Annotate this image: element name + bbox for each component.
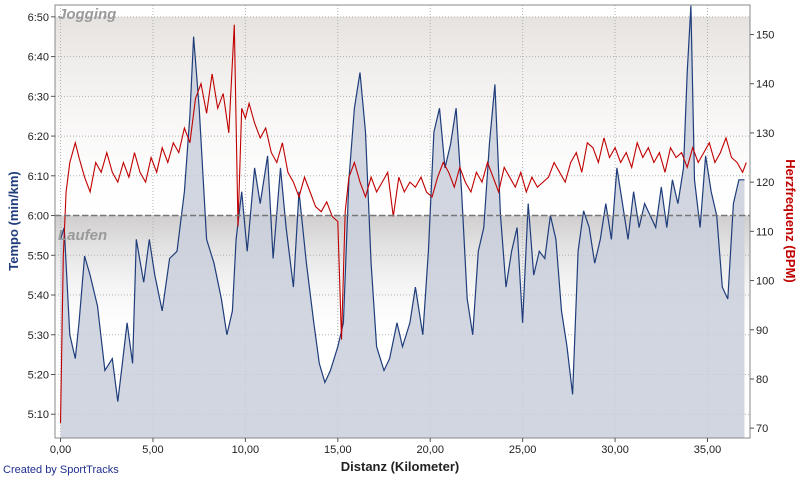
- tempo-layer: [59, 5, 745, 438]
- y-left-tick-label: 6:10: [28, 171, 49, 183]
- y-right-axis-ticks: 70 80 90 100 110 120 130 140 150: [750, 30, 774, 435]
- x-tick-label: 0,00: [50, 444, 71, 456]
- plot-area-border: [54, 4, 751, 439]
- y-right-tick-label: 150: [756, 30, 774, 42]
- y-right-tick-label: 90: [756, 325, 768, 337]
- tempo-line: [59, 5, 745, 402]
- y-right-tick-label: 140: [756, 79, 774, 91]
- x-tick-label: 10,00: [232, 444, 260, 456]
- zone-label-laufen: Laufen: [58, 227, 107, 244]
- y-right-tick-label: 110: [756, 226, 774, 238]
- x-tick-label: 15,00: [324, 444, 352, 456]
- y-right-tick-label: 100: [756, 276, 774, 288]
- y-right-tick-label: 70: [756, 423, 768, 435]
- x-tick-label: 30,00: [601, 444, 629, 456]
- y-left-tick-label: 6:30: [28, 91, 49, 103]
- x-tick-label: 35,00: [694, 444, 722, 456]
- y-left-tick-label: 5:30: [28, 330, 49, 342]
- y-left-tick-label: 6:40: [28, 52, 49, 64]
- x-tick-label: 5,00: [142, 444, 163, 456]
- tempo-area: [60, 5, 745, 438]
- y-right-tick-label: 120: [756, 177, 774, 189]
- zone-label-jogging: Jogging: [58, 6, 116, 23]
- y-left-tick-label: 5:50: [28, 250, 49, 262]
- x-tick-label: 20,00: [416, 444, 444, 456]
- credit-link[interactable]: Created by SportTracks: [3, 464, 119, 476]
- x-tick-label: 25,00: [509, 444, 537, 456]
- x-axis-title: Distanz (Kilometer): [341, 459, 459, 474]
- heartrate-layer: [59, 24, 747, 424]
- y-left-tick-label: 6:20: [28, 131, 49, 143]
- y-left-axis-ticks: 5:10 5:20 5:30 5:40 5:50 6:00 6:10 6:20 6:30 6:40…: [28, 12, 55, 421]
- y-left-tick-label: 6:00: [28, 211, 49, 223]
- x-axis-ticks: 0,00 5,00 10,00 15,00 20,00 25,00 30,00 35,00: [50, 438, 721, 456]
- y-right-tick-label: 80: [756, 374, 768, 386]
- y-left-tick-label: 6:50: [28, 12, 49, 24]
- heartrate-line: [59, 24, 747, 424]
- y-left-tick-label: 5:10: [28, 409, 49, 421]
- y-left-tick-label: 5:40: [28, 290, 49, 302]
- y-left-axis-title: Tempo (min/km): [6, 171, 21, 270]
- y-left-tick-label: 5:20: [28, 370, 49, 382]
- y-right-axis-title: Herzfrequenz (BPM): [783, 159, 798, 283]
- y-right-tick-label: 130: [756, 128, 774, 140]
- zone-band-jogging: [55, 16, 750, 216]
